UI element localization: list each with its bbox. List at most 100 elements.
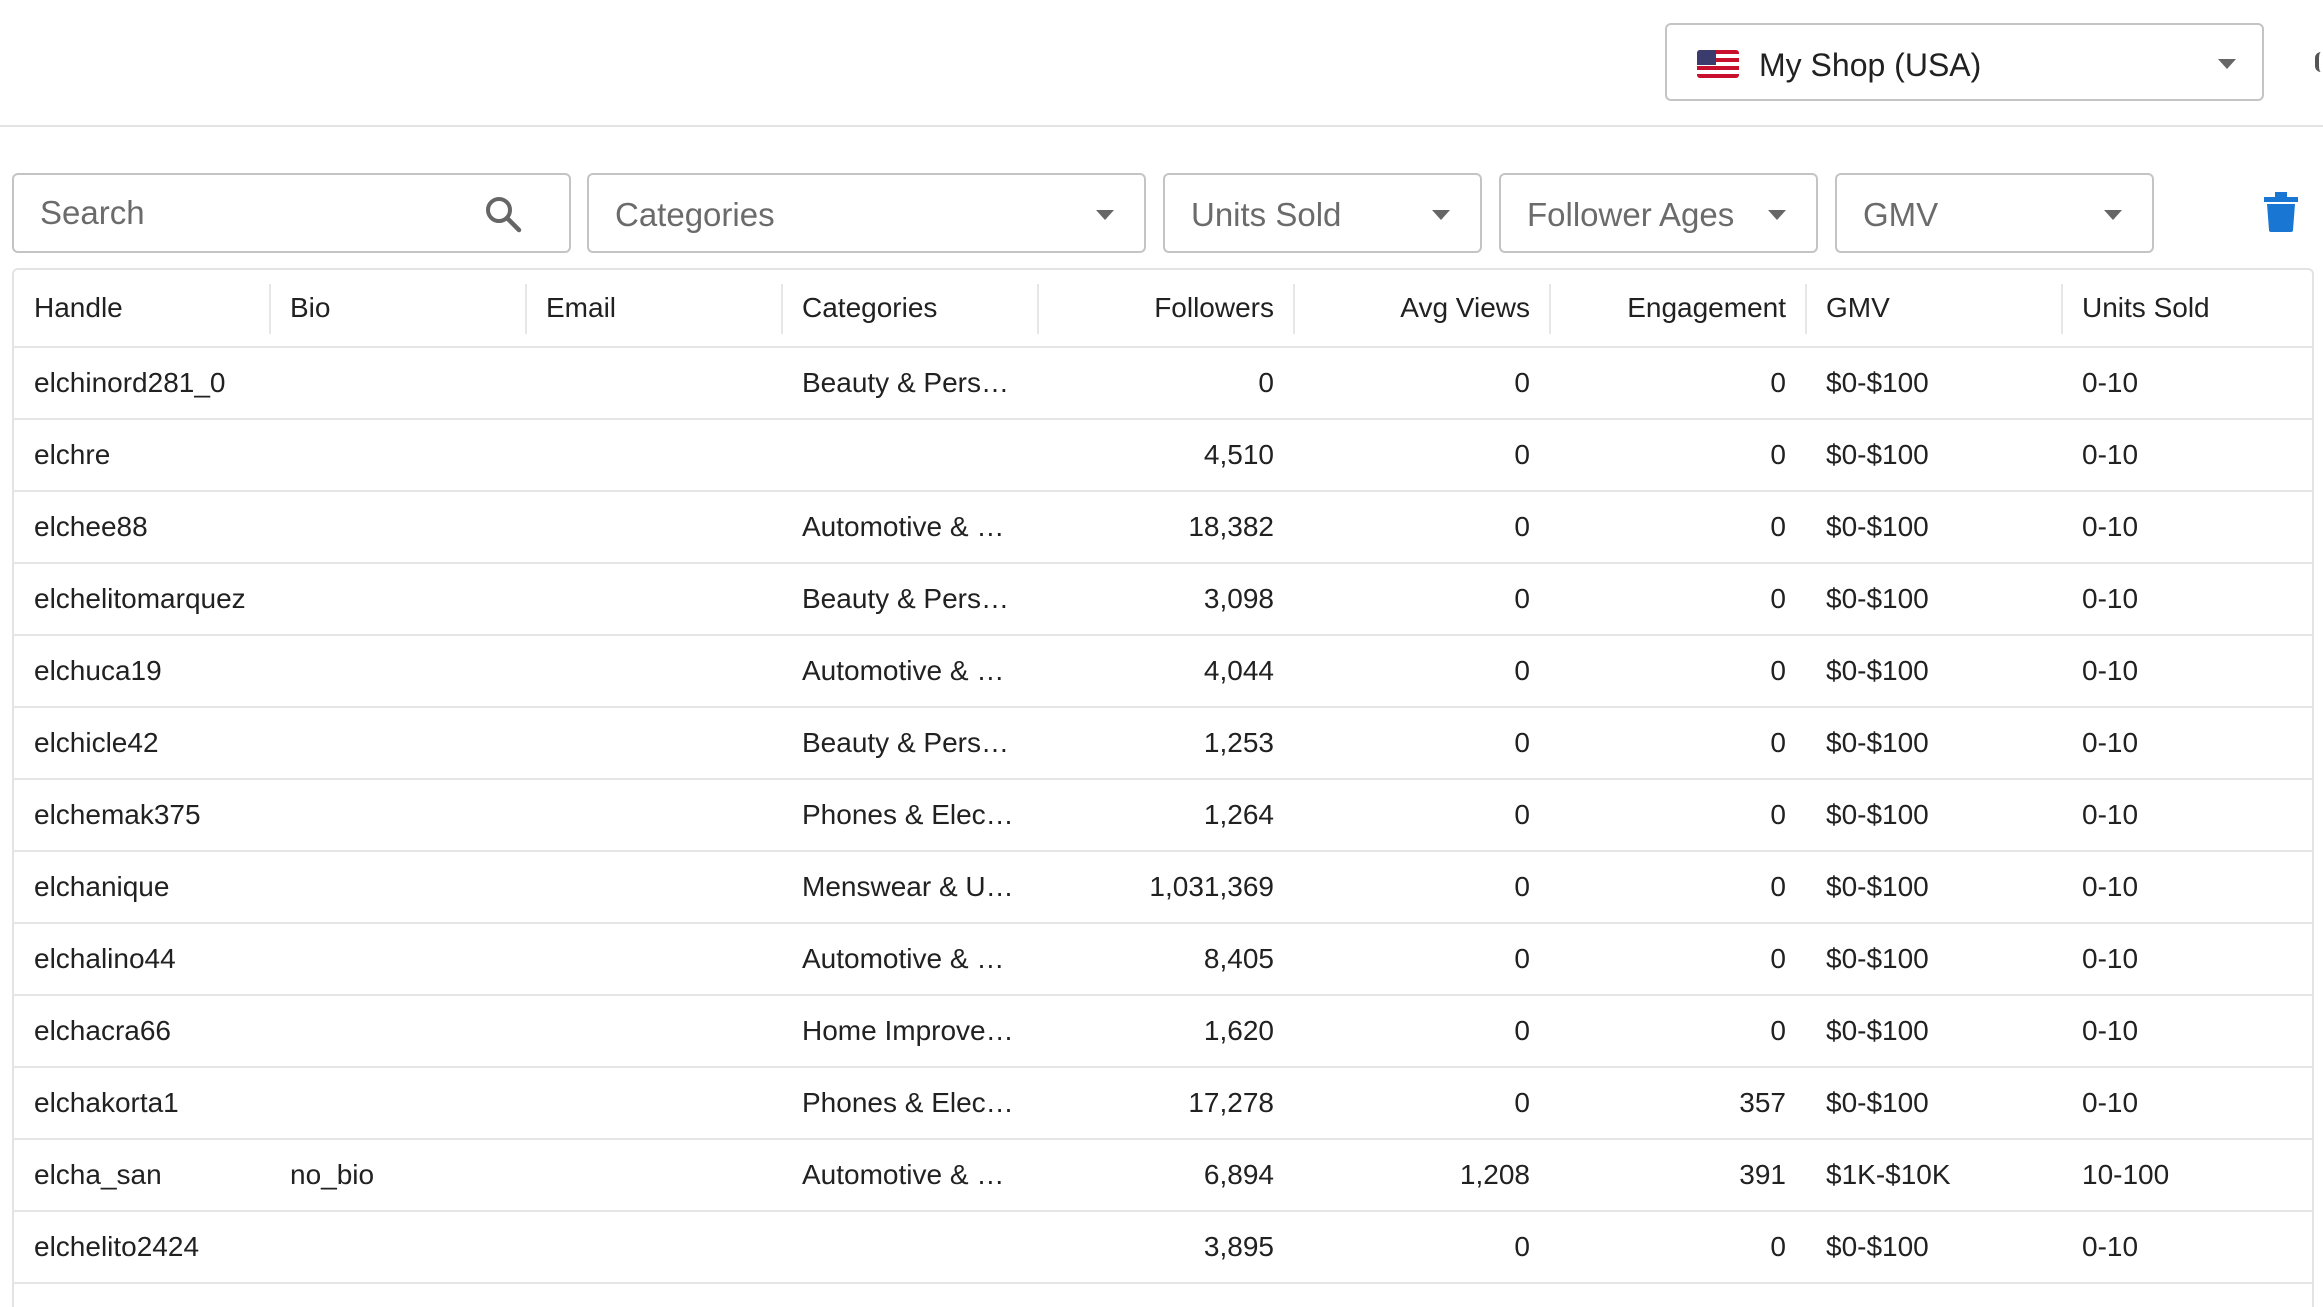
column-header-engagement[interactable]: Engagement <box>1550 270 1806 346</box>
categories-select[interactable]: Categories <box>587 173 1146 253</box>
table-row[interactable]: elcha_san no_bio Automotive & Motorcycle 6,… <box>14 1140 2312 1212</box>
cell-text: 0-10 <box>2082 799 2139 830</box>
cell-text: elchanique <box>34 871 170 902</box>
table-row[interactable]: elchelito2424 3,895 0 0 $0-$100 0-10 <box>14 1212 2312 1284</box>
table-row[interactable]: elchinord281_0 Beauty & Personal Care 0 0 0 $… <box>14 348 2312 420</box>
cell-text: 0-10 <box>2082 439 2139 470</box>
table-row[interactable]: elchelitomarquez Beauty & Personal Care 3,… <box>14 564 2312 636</box>
cell-categories: Automotive & Motorcycle <box>782 1140 1038 1210</box>
cell-email <box>526 564 782 634</box>
cell-categories <box>782 420 1038 490</box>
table-row[interactable]: elchuca19 Automotive & Motorcycle 4,044 0 0 $… <box>14 636 2312 708</box>
cell-text: Phones & Electronics <box>802 1087 1018 1118</box>
cell-email <box>526 924 782 994</box>
column-separator[interactable] <box>1037 284 1039 334</box>
cell-text: 0 <box>1770 583 1786 614</box>
cell-text: elchemak375 <box>34 799 201 830</box>
column-header-handle[interactable]: Handle <box>14 270 270 346</box>
cell-text: 0 <box>1514 583 1530 614</box>
shop-selector[interactable]: My Shop (USA) <box>1665 23 2264 101</box>
trash-icon[interactable] <box>2264 192 2298 232</box>
cell-text: $1K-$10K <box>1826 1159 1951 1190</box>
cell-text: Menswear & Underwear <box>802 871 1018 902</box>
column-header-bio[interactable]: Bio <box>270 270 526 346</box>
cell-bio <box>270 708 526 778</box>
cell-bio <box>270 348 526 418</box>
column-header-units-sold[interactable]: Units Sold <box>2062 270 2312 346</box>
cell-engagement: 0 <box>1550 852 1806 922</box>
table-row[interactable]: elchakorta1 Phones & Electronics 17,278 0 35… <box>14 1068 2312 1140</box>
cell-text: 4,044 <box>1203 655 1274 686</box>
column-separator[interactable] <box>1549 284 1551 334</box>
cell-avg-views: 0 <box>1294 348 1550 418</box>
column-header-followers[interactable]: Followers <box>1038 270 1294 346</box>
cell-categories: Home Improvement <box>782 996 1038 1066</box>
cell-text: 0 <box>1770 799 1786 830</box>
cell-handle: elchemak375 <box>14 780 270 850</box>
cell-text: elchelitomarquez <box>34 583 246 614</box>
follower-ages-select[interactable]: Follower Ages <box>1499 173 1818 253</box>
column-separator[interactable] <box>525 284 527 334</box>
cell-text: 0 <box>1770 943 1786 974</box>
column-header-gmv[interactable]: GMV <box>1806 270 2062 346</box>
cell-units-sold: 0-10 <box>2062 636 2312 706</box>
column-separator[interactable] <box>781 284 783 334</box>
cell-avg-views: 0 <box>1294 1212 1550 1282</box>
search-input[interactable] <box>40 189 460 237</box>
cell-text: $0-$100 <box>1826 655 1929 686</box>
units-sold-select-label: Units Sold <box>1191 196 1342 233</box>
cell-text: Home Improvement <box>802 1015 1018 1046</box>
cell-text: $0-$100 <box>1826 1231 1929 1262</box>
cell-text: Automotive & Motorcycle <box>802 511 1018 542</box>
table-row[interactable]: elchicle42 Beauty & Personal Care 1,253 0 0 $… <box>14 708 2312 780</box>
column-separator[interactable] <box>269 284 271 334</box>
cell-gmv: $0-$100 <box>1806 636 2062 706</box>
table-row[interactable]: elchre 4,510 0 0 $0-$100 0-10 <box>14 420 2312 492</box>
column-separator[interactable] <box>2061 284 2063 334</box>
cell-email <box>526 780 782 850</box>
cell-handle: elchakorta1 <box>14 1068 270 1138</box>
cell-units-sold: 0-10 <box>2062 492 2312 562</box>
column-header-label: Avg Views <box>1400 292 1530 323</box>
cell-handle: elchalino44 <box>14 924 270 994</box>
cell-handle: elchre <box>14 420 270 490</box>
cell-bio <box>270 564 526 634</box>
cell-units-sold: 0-10 <box>2062 996 2312 1066</box>
cell-engagement: 0 <box>1550 564 1806 634</box>
cell-text: 0 <box>1514 871 1530 902</box>
cell-bio <box>270 852 526 922</box>
column-header-email[interactable]: Email <box>526 270 782 346</box>
search-icon[interactable] <box>483 194 523 234</box>
follower-ages-select-label: Follower Ages <box>1527 196 1735 233</box>
column-separator[interactable] <box>1805 284 1807 334</box>
table-row[interactable]: elchalino44 Automotive & Motorcycle 8,405 0… <box>14 924 2312 996</box>
cell-email <box>526 708 782 778</box>
chevron-down-icon <box>2218 59 2236 69</box>
cell-text: 0-10 <box>2082 1231 2139 1262</box>
column-header-avg-views[interactable]: Avg Views <box>1294 270 1550 346</box>
table-header-row: Handle Bio Email Categories Followers Avg Vie… <box>14 270 2312 348</box>
cell-handle: elchuca19 <box>14 636 270 706</box>
column-separator[interactable] <box>1293 284 1295 334</box>
cell-avg-views: 0 <box>1294 780 1550 850</box>
cell-text: 0 <box>1514 1087 1530 1118</box>
cell-gmv: $0-$100 <box>1806 1068 2062 1138</box>
cell-avg-views: 0 <box>1294 996 1550 1066</box>
account-icon[interactable] <box>2315 52 2323 72</box>
cell-text: 17,278 <box>1188 1087 1274 1118</box>
cell-units-sold: 0-10 <box>2062 564 2312 634</box>
cell-email <box>526 348 782 418</box>
cell-text: Beauty & Personal Care <box>802 583 1018 614</box>
gmv-select[interactable]: GMV <box>1835 173 2154 253</box>
units-sold-select[interactable]: Units Sold <box>1163 173 1482 253</box>
cell-handle: elchelitomarquez <box>14 564 270 634</box>
cell-avg-views: 0 <box>1294 564 1550 634</box>
search-box[interactable] <box>12 173 571 253</box>
column-header-categories[interactable]: Categories <box>782 270 1038 346</box>
cell-text: elchakorta1 <box>34 1087 179 1118</box>
table-row[interactable]: elchacra66 Home Improvement 1,620 0 0 $0-$100… <box>14 996 2312 1068</box>
table-row[interactable]: elchee88 Automotive & Motorcycle 18,382 0 0 $… <box>14 492 2312 564</box>
table-row[interactable]: elchanique Menswear & Underwear 1,031,369 0… <box>14 852 2312 924</box>
cell-text: 3,895 <box>1203 1231 1274 1262</box>
table-row[interactable]: elchemak375 Phones & Electronics 1,264 0 0 $0… <box>14 780 2312 852</box>
